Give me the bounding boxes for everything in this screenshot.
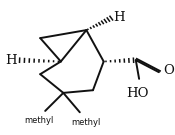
Text: O: O: [163, 64, 174, 77]
Text: methyl: methyl: [24, 116, 53, 125]
Text: H: H: [114, 11, 125, 24]
Text: HO: HO: [126, 87, 149, 100]
Text: H: H: [5, 54, 16, 67]
Text: methyl: methyl: [72, 118, 101, 127]
